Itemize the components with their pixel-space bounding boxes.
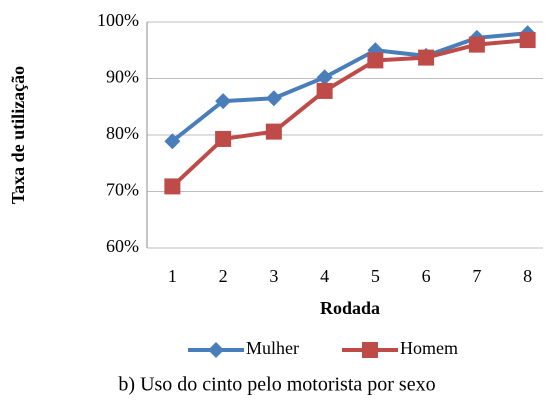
caption: b) Uso do cinto pelo motorista por sexo: [118, 374, 435, 396]
marker: [418, 49, 435, 66]
marker: [265, 90, 282, 107]
x-axis-title: Rodada: [320, 298, 380, 318]
marker: [164, 178, 181, 195]
legend-label: Mulher: [246, 338, 299, 358]
marker: [367, 52, 384, 69]
y-tick-label: 90%: [106, 67, 139, 87]
marker: [208, 342, 224, 358]
y-tick-label: 80%: [106, 123, 139, 143]
x-tick-label: 4: [320, 266, 329, 286]
x-tick-label: 3: [269, 266, 278, 286]
marker: [265, 123, 282, 140]
marker: [215, 130, 232, 147]
marker: [519, 32, 536, 49]
marker: [164, 133, 181, 150]
y-tick-label: 70%: [106, 180, 139, 200]
marker: [316, 69, 333, 86]
legend-label: Homem: [400, 338, 458, 358]
x-tick-label: 8: [523, 266, 532, 286]
x-tick-label: 2: [219, 266, 228, 286]
marker: [468, 36, 485, 53]
x-tick-label: 5: [371, 266, 380, 286]
marker: [215, 93, 232, 110]
x-tick-label: 1: [168, 266, 177, 286]
series-line: [171, 31, 528, 143]
y-tick-label: 60%: [106, 236, 139, 256]
marker: [362, 342, 378, 358]
y-tick-label: 100%: [97, 10, 139, 30]
series-line: [171, 38, 528, 188]
y-axis-title: Taxa de utilização: [8, 66, 28, 204]
x-tick-label: 6: [422, 266, 431, 286]
x-tick-label: 7: [472, 266, 481, 286]
marker: [316, 82, 333, 99]
